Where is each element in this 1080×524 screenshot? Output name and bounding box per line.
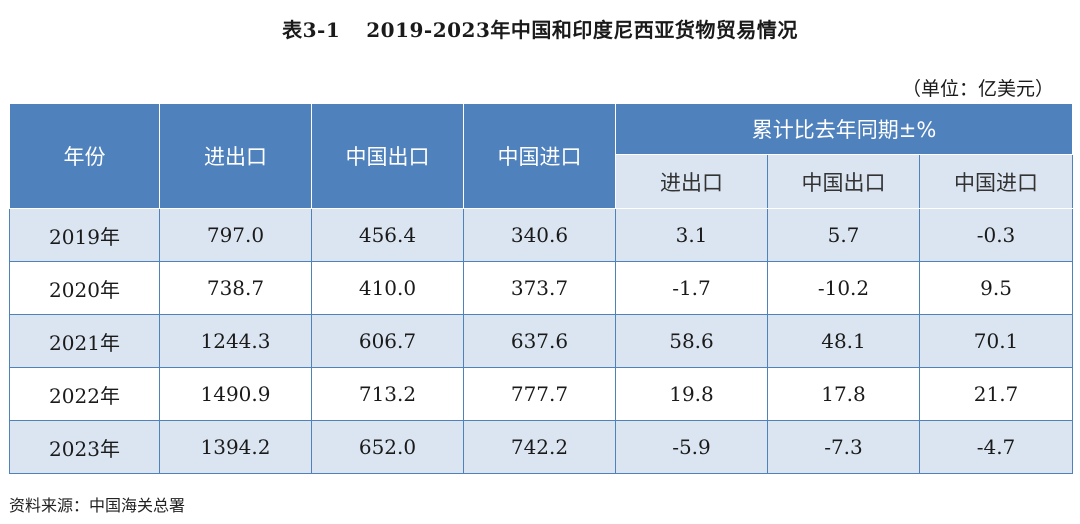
table-row: 2021年 1244.3 606.7 637.6 58.6 48.1 70.1 (9, 314, 1074, 368)
cell-growth-total: 58.6 (615, 314, 768, 368)
cell-growth-import: 21.7 (918, 367, 1074, 421)
cell-growth-export: -7.3 (767, 420, 920, 474)
cell-year: 2022年 (9, 367, 160, 421)
cell-growth-import: -4.7 (918, 420, 1074, 474)
cell-growth-total: 19.8 (615, 367, 768, 421)
table-title: 表3-1 2019-2023年中国和印度尼西亚货物贸易情况 (0, 14, 1080, 43)
cell-year: 2021年 (9, 314, 160, 368)
header-year: 年份 (9, 103, 160, 209)
cell-growth-total: -1.7 (615, 261, 768, 315)
cell-growth-export: 5.7 (767, 208, 920, 262)
cell-year: 2023年 (9, 420, 160, 474)
cell-total: 1394.2 (159, 420, 312, 474)
header-export: 中国出口 (311, 103, 464, 209)
table-row: 2020年 738.7 410.0 373.7 -1.7 -10.2 9.5 (9, 261, 1074, 315)
cell-export: 456.4 (311, 208, 464, 262)
header-import: 中国进口 (463, 103, 616, 209)
cell-total: 1490.9 (159, 367, 312, 421)
cell-year: 2019年 (9, 208, 160, 262)
cell-import: 340.6 (463, 208, 616, 262)
cell-total: 797.0 (159, 208, 312, 262)
trade-table: 年份 进出口 中国出口 中国进口 累计比去年同期±% 进出口 中国出口 中国进口… (9, 102, 1074, 474)
cell-export: 652.0 (311, 420, 464, 474)
cell-growth-total: -5.9 (615, 420, 768, 474)
cell-import: 742.2 (463, 420, 616, 474)
cell-growth-import: 9.5 (918, 261, 1074, 315)
table-row: 2019年 797.0 456.4 340.6 3.1 5.7 -0.3 (9, 208, 1074, 262)
table-row: 2022年 1490.9 713.2 777.7 19.8 17.8 21.7 (9, 367, 1074, 421)
table-title-text: 2019-2023年中国和印度尼西亚货物贸易情况 (366, 18, 798, 42)
cell-growth-import: 70.1 (918, 314, 1074, 368)
header-growth-total: 进出口 (615, 154, 768, 209)
header-total: 进出口 (159, 103, 312, 209)
cell-growth-export: 17.8 (767, 367, 920, 421)
header-growth-group: 累计比去年同期±% (614, 102, 1074, 156)
table-row: 2023年 1394.2 652.0 742.2 -5.9 -7.3 -4.7 (9, 420, 1074, 474)
cell-year: 2020年 (9, 261, 160, 315)
unit-label: （单位：亿美元） (901, 78, 1054, 100)
cell-growth-export: -10.2 (767, 261, 920, 315)
table-number: 表3-1 (282, 18, 341, 42)
cell-import: 637.6 (463, 314, 616, 368)
cell-import: 777.7 (463, 367, 616, 421)
header-growth-export: 中国出口 (767, 154, 920, 209)
cell-export: 606.7 (311, 314, 464, 368)
source-note: 资料来源：中国海关总署 (9, 496, 186, 515)
cell-export: 713.2 (311, 367, 464, 421)
cell-growth-import: -0.3 (918, 208, 1074, 262)
header-growth-import: 中国进口 (918, 154, 1074, 209)
cell-total: 738.7 (159, 261, 312, 315)
cell-export: 410.0 (311, 261, 464, 315)
cell-growth-export: 48.1 (767, 314, 920, 368)
cell-total: 1244.3 (159, 314, 312, 368)
cell-growth-total: 3.1 (615, 208, 768, 262)
cell-import: 373.7 (463, 261, 616, 315)
